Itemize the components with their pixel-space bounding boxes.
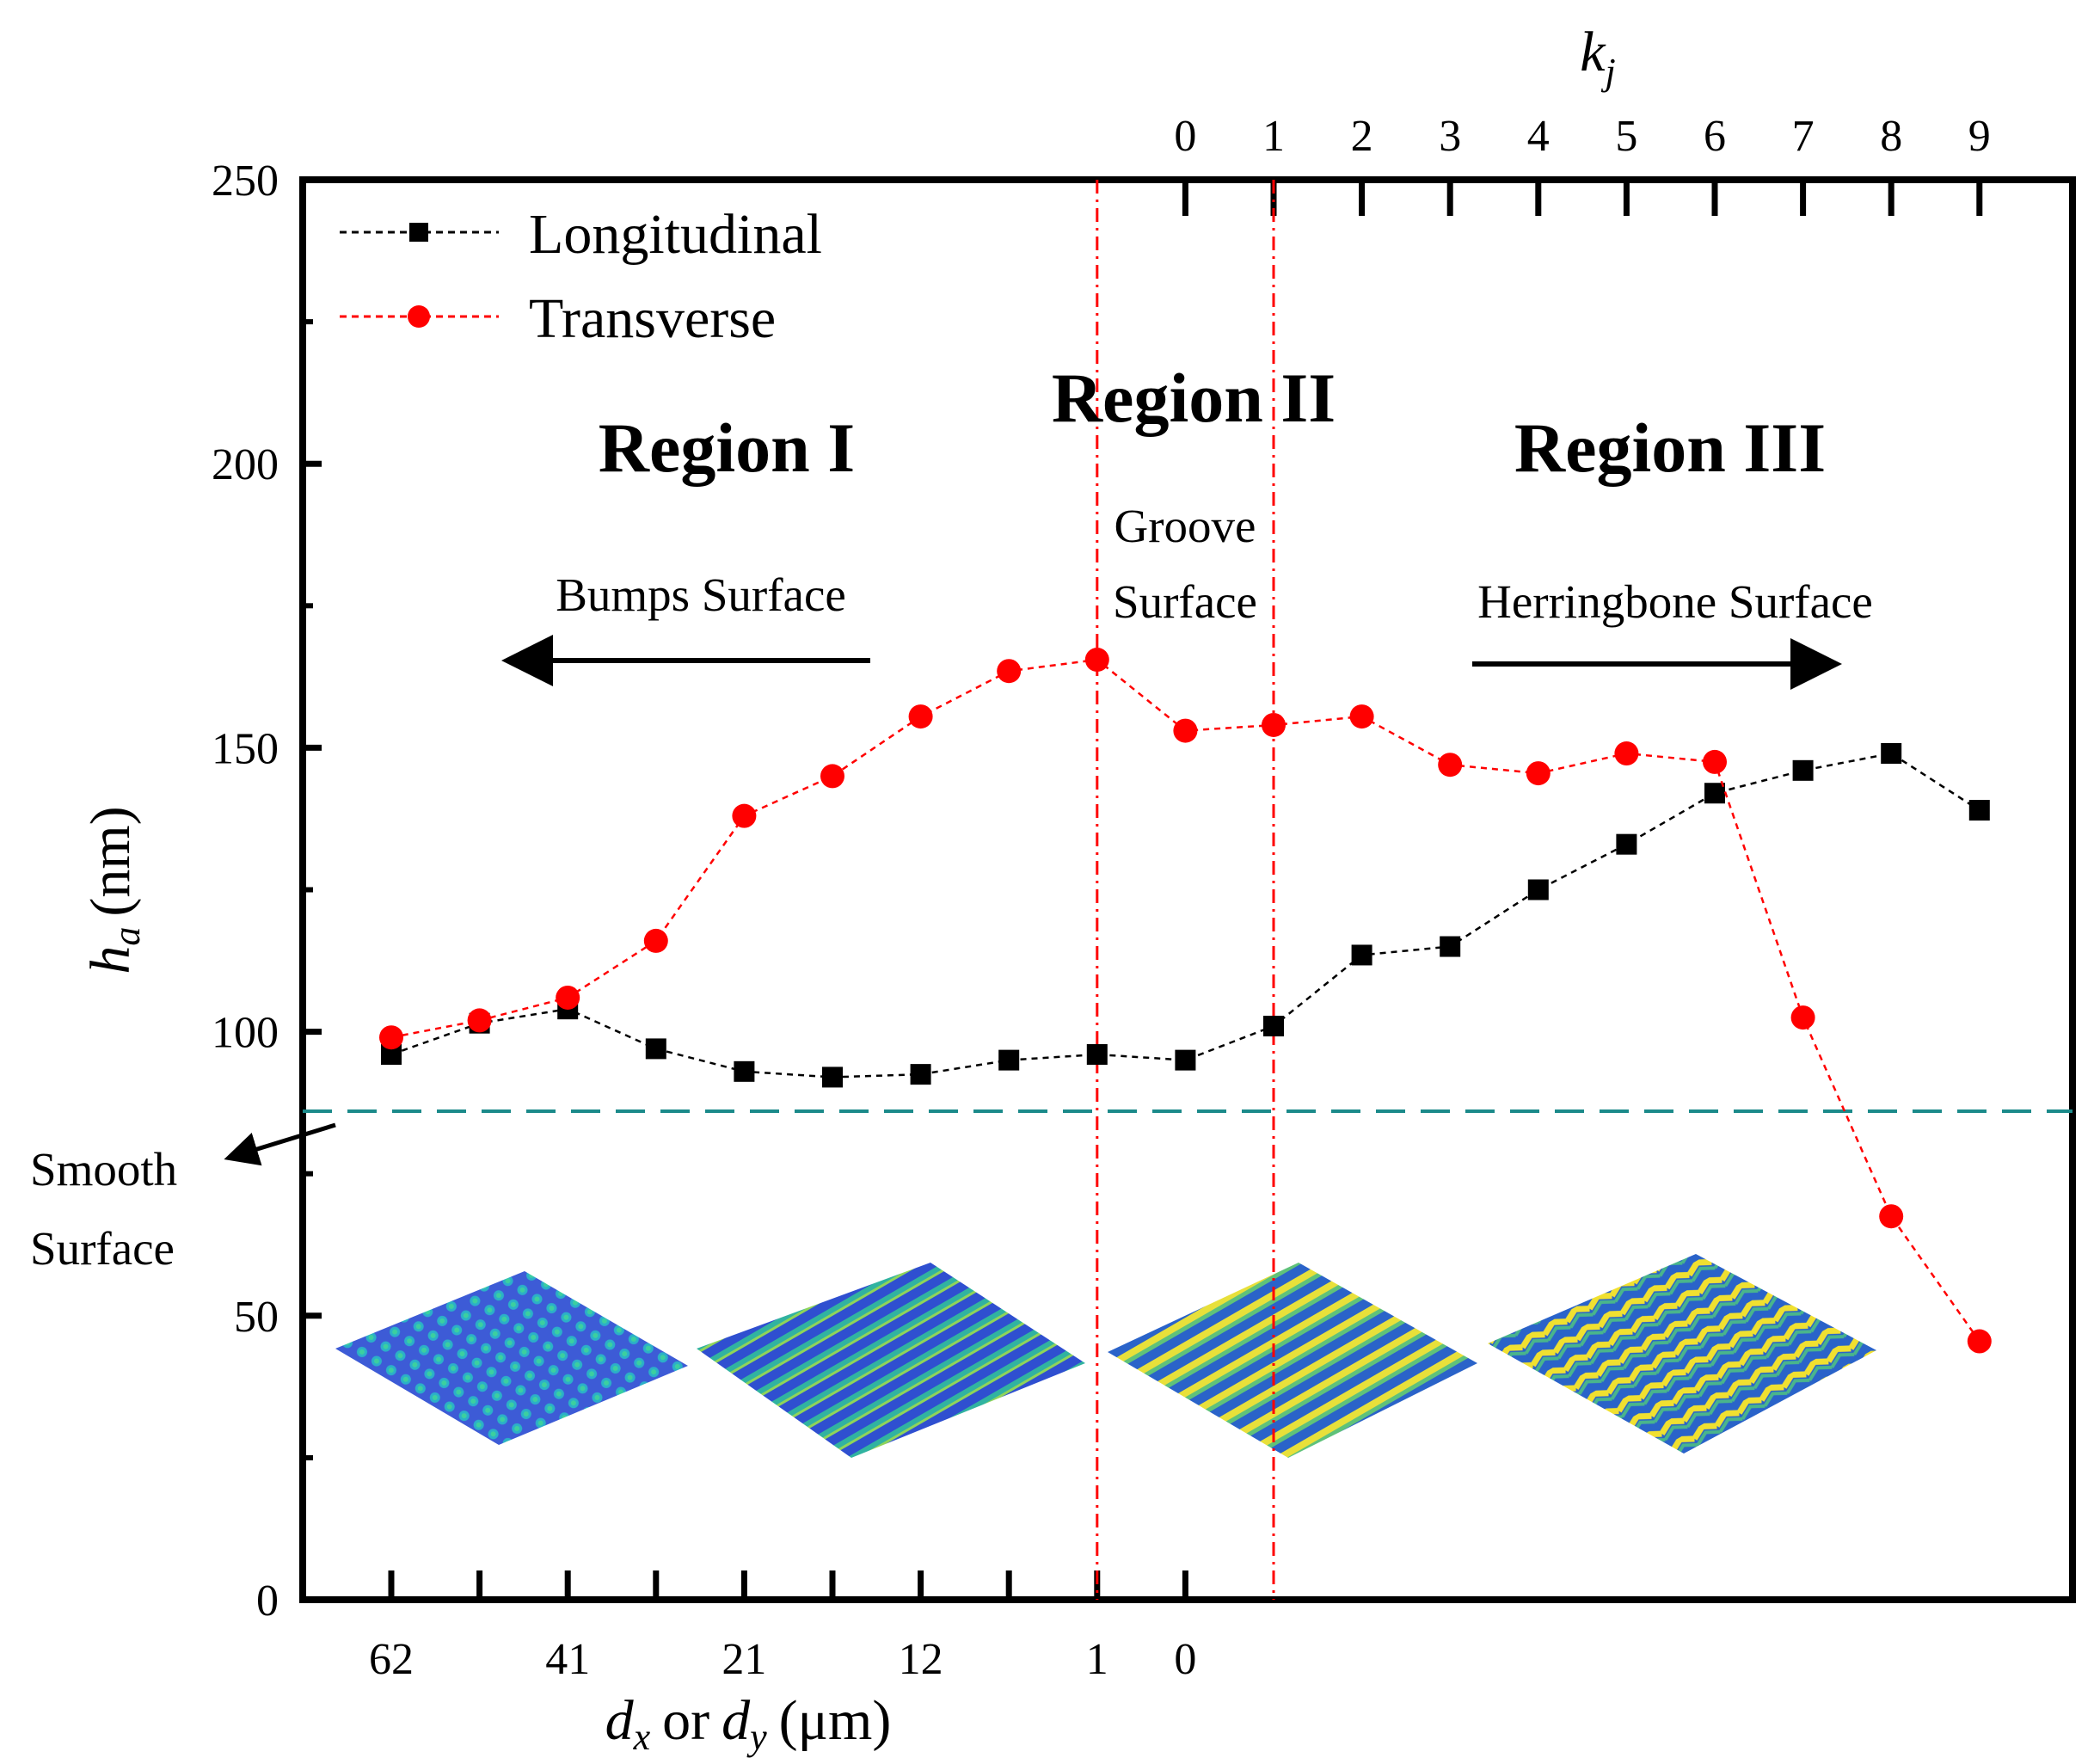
- legend-longitudinal-marker: [409, 223, 428, 242]
- y-tick-label: 150: [212, 724, 279, 773]
- transverse-point: [908, 704, 933, 729]
- longitudinal-point: [1263, 1015, 1284, 1036]
- x-bottom-tick-label: 1: [1086, 1635, 1108, 1684]
- x-bottom-tick-label: 62: [369, 1635, 414, 1684]
- longitudinal-point: [1527, 879, 1549, 900]
- x-axis-title-d2: d: [722, 1689, 751, 1752]
- transverse-point: [1438, 753, 1463, 778]
- transverse-series-line: [390, 658, 1980, 1343]
- transverse-point: [1614, 741, 1639, 766]
- x-axis-title-unit: (μm): [779, 1689, 892, 1752]
- transverse-point: [1173, 718, 1198, 743]
- x-top-tick-label: 8: [1880, 112, 1902, 161]
- longitudinal-point: [645, 1038, 666, 1060]
- bumps-surface-label: Bumps Surface: [556, 569, 846, 621]
- legend: Longitudinal Transverse: [340, 203, 822, 350]
- x-axis-top: 0 1 2 3 4 5 6 7 8 9: [1174, 112, 1991, 216]
- region-ii-label: Region II: [1052, 359, 1336, 437]
- region-lines: [1096, 180, 1275, 1600]
- herringbone-surface-label: Herringbone Surface: [1477, 575, 1873, 628]
- x-top-tick-label: 5: [1615, 112, 1637, 161]
- transverse-point: [1084, 648, 1109, 673]
- longitudinal-point: [734, 1060, 755, 1082]
- longitudinal-point: [998, 1049, 1020, 1071]
- transverse-point: [1879, 1204, 1904, 1229]
- surface-illustrations: [335, 1254, 1876, 1458]
- x-top-tick-label: 1: [1262, 112, 1285, 161]
- x-axis-title-d2-sub: y: [746, 1716, 767, 1758]
- transverse-point: [1526, 761, 1551, 786]
- y-tick-label: 50: [234, 1293, 279, 1342]
- smooth-label-line1: Smooth: [30, 1143, 177, 1195]
- region-iii-label: Region III: [1514, 409, 1826, 487]
- x-axis-title: dx or dy (μm): [605, 1689, 892, 1758]
- x-axis-title-or: or: [662, 1689, 709, 1752]
- series-layer: [379, 648, 1992, 1354]
- y-tick-label: 100: [212, 1009, 279, 1058]
- x-bottom-tick-label: 0: [1174, 1635, 1196, 1684]
- groove-surface-label-line1: Groove: [1115, 500, 1256, 552]
- bumps-surface-image: [335, 1271, 688, 1445]
- x-axis-bottom: 62 41 21 12 1 0: [369, 1570, 1196, 1684]
- transverse-point: [997, 659, 1022, 684]
- longitudinal-point: [910, 1064, 931, 1085]
- x-top-tick-label: 9: [1968, 112, 1991, 161]
- longitudinal-point: [1086, 1044, 1108, 1066]
- y-axis-title-sub: a: [106, 927, 148, 946]
- region-i-label: Region I: [599, 409, 855, 487]
- top-axis-title: kj: [1580, 21, 1616, 93]
- legend-transverse-marker: [408, 305, 430, 328]
- x-top-tick-label: 7: [1792, 112, 1815, 161]
- smooth-label-line2: Surface: [30, 1222, 175, 1275]
- legend-longitudinal-label: Longitudinal: [529, 203, 822, 266]
- longitudinal-point: [1968, 800, 1990, 821]
- longitudinal-point: [822, 1066, 843, 1088]
- x-top-tick-label: 0: [1174, 112, 1196, 161]
- y-axis-title-unit: (nm): [79, 806, 142, 916]
- longitudinal-point: [1792, 759, 1814, 781]
- longitudinal-point: [1351, 944, 1372, 966]
- y-tick-label: 250: [212, 157, 279, 206]
- longitudinal-series-line: [390, 752, 1980, 1079]
- x-top-tick-label: 2: [1351, 112, 1373, 161]
- y-tick-label: 0: [256, 1577, 279, 1626]
- transverse-point: [820, 764, 844, 789]
- longitudinal-point: [1881, 743, 1902, 765]
- x-axis-title-d1: d: [605, 1689, 635, 1752]
- top-axis-title-sub: j: [1601, 51, 1616, 93]
- herringbone-surface-image: [1488, 1254, 1876, 1454]
- longitudinal-point: [1616, 833, 1637, 855]
- transverse-point: [1967, 1329, 1992, 1354]
- groove-surface-label-line2: Surface: [1113, 575, 1257, 628]
- x-bottom-tick-label: 21: [722, 1635, 766, 1684]
- top-axis-title-main: k: [1580, 21, 1606, 83]
- transverse-point: [1349, 704, 1374, 729]
- x-bottom-tick-label: 41: [545, 1635, 590, 1684]
- x-top-tick-label: 4: [1527, 112, 1550, 161]
- groove-surface-image-2: [1108, 1263, 1477, 1458]
- transverse-point: [643, 928, 668, 953]
- longitudinal-point: [1704, 783, 1725, 804]
- x-bottom-tick-label: 12: [899, 1635, 943, 1684]
- y-axis-title: ha (nm): [79, 806, 148, 974]
- x-top-tick-label: 3: [1439, 112, 1461, 161]
- x-top-tick-label: 6: [1704, 112, 1726, 161]
- y-axis: 0 50 100 150 200 250: [212, 157, 322, 1626]
- transverse-point: [467, 1008, 492, 1033]
- smooth-pointer-arrow: [224, 1122, 336, 1166]
- legend-transverse-label: Transverse: [529, 287, 776, 350]
- transverse-point: [732, 803, 757, 828]
- y-axis-title-main: h: [79, 946, 142, 974]
- transverse-point: [556, 985, 580, 1010]
- longitudinal-point: [1440, 936, 1461, 957]
- transverse-point: [1790, 1005, 1815, 1030]
- groove-surface-image-1: [697, 1263, 1085, 1458]
- y-tick-label: 200: [212, 440, 279, 489]
- longitudinal-point: [1175, 1049, 1196, 1071]
- transverse-point: [1703, 749, 1727, 774]
- transverse-point: [379, 1025, 403, 1050]
- x-axis-title-d1-sub: x: [633, 1716, 651, 1758]
- transverse-point: [1262, 712, 1286, 737]
